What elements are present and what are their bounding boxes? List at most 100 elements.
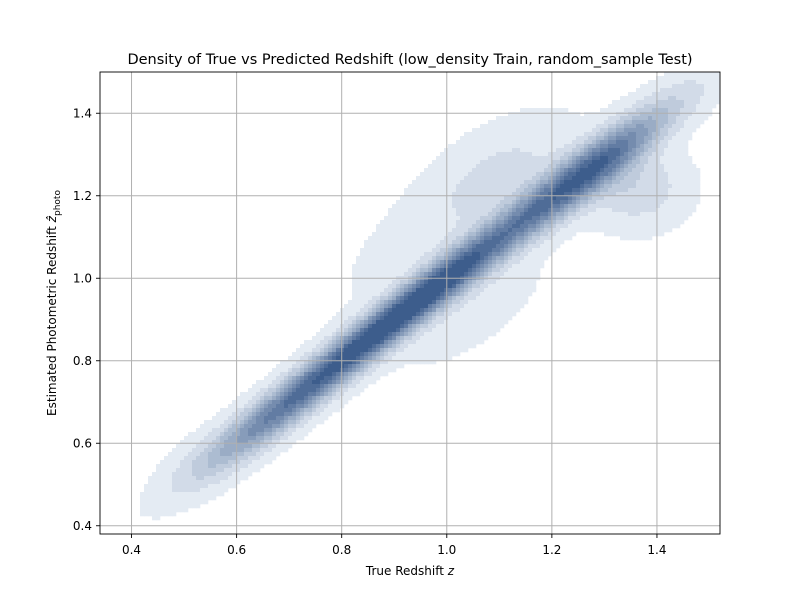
density-cell	[408, 336, 413, 341]
density-cell	[208, 484, 213, 489]
density-cell	[464, 324, 469, 329]
density-cell	[308, 388, 313, 393]
density-cell	[640, 100, 645, 105]
density-cell	[528, 184, 533, 189]
density-cell	[212, 444, 217, 449]
density-cell	[604, 188, 609, 193]
density-cell	[436, 224, 441, 229]
density-cell	[476, 196, 481, 201]
density-cell	[492, 228, 497, 233]
density-cell	[392, 264, 397, 269]
density-cell	[512, 216, 517, 221]
density-cell	[440, 156, 445, 161]
density-cell	[404, 304, 409, 309]
density-cell	[472, 220, 477, 225]
density-cell	[468, 272, 473, 277]
density-cell	[520, 272, 525, 277]
density-cell	[324, 404, 329, 409]
density-cell	[316, 332, 321, 337]
density-cell	[632, 148, 637, 153]
density-cell	[352, 308, 357, 313]
density-cell	[336, 408, 341, 413]
density-cell	[656, 216, 661, 221]
density-cell	[252, 468, 257, 473]
density-cell	[488, 240, 493, 245]
density-cell	[180, 452, 185, 457]
density-cell	[348, 300, 353, 305]
density-cell	[532, 116, 537, 121]
density-cell	[204, 492, 209, 497]
density-cell	[408, 332, 413, 337]
density-cell	[392, 284, 397, 289]
density-cell	[468, 160, 473, 165]
density-cell	[216, 432, 221, 437]
density-cell	[544, 140, 549, 145]
density-cell	[448, 232, 453, 237]
density-cell	[480, 236, 485, 241]
density-cell	[440, 196, 445, 201]
density-cell	[476, 228, 481, 233]
density-cell	[280, 388, 285, 393]
density-cell	[456, 252, 461, 257]
density-cell	[396, 224, 401, 229]
density-cell	[520, 144, 525, 149]
density-cell	[636, 100, 641, 105]
density-cell	[604, 112, 609, 117]
density-cell	[396, 260, 401, 265]
density-cell	[300, 388, 305, 393]
density-cell	[304, 420, 309, 425]
density-cell	[556, 152, 561, 157]
density-cell	[636, 236, 641, 241]
density-cell	[540, 188, 545, 193]
density-cell	[612, 208, 617, 213]
density-cell	[424, 316, 429, 321]
density-cell	[500, 300, 505, 305]
density-cell	[496, 248, 501, 253]
density-cell	[508, 192, 513, 197]
density-cell	[424, 216, 429, 221]
density-cell	[536, 232, 541, 237]
density-cell	[672, 192, 677, 197]
density-cell	[392, 272, 397, 277]
density-cell	[388, 364, 393, 369]
density-cell	[176, 492, 181, 497]
density-cell	[684, 172, 689, 177]
density-cell	[444, 284, 449, 289]
density-cell	[448, 348, 453, 353]
density-cell	[644, 192, 649, 197]
density-cell	[608, 144, 613, 149]
density-cell	[488, 288, 493, 293]
density-cell	[412, 324, 417, 329]
density-cell	[436, 192, 441, 197]
density-cell	[464, 244, 469, 249]
density-cell	[220, 436, 225, 441]
density-cell	[520, 240, 525, 245]
density-cell	[364, 316, 369, 321]
density-cell	[208, 456, 213, 461]
density-cell	[532, 172, 537, 177]
density-cell	[600, 216, 605, 221]
density-cell	[372, 376, 377, 381]
density-cell	[324, 416, 329, 421]
density-cell	[580, 164, 585, 169]
density-cell	[428, 208, 433, 213]
density-cell	[608, 120, 613, 125]
density-cell	[396, 256, 401, 261]
density-cell	[632, 208, 637, 213]
density-cell	[400, 220, 405, 225]
density-cell	[352, 296, 357, 301]
density-cell	[432, 296, 437, 301]
density-cell	[460, 196, 465, 201]
density-cell	[624, 200, 629, 205]
density-cell	[448, 172, 453, 177]
density-cell	[368, 360, 373, 365]
density-cell	[496, 180, 501, 185]
density-cell	[588, 148, 593, 153]
density-cell	[228, 444, 233, 449]
density-cell	[492, 288, 497, 293]
density-cell	[644, 228, 649, 233]
density-cell	[500, 324, 505, 329]
density-cell	[468, 300, 473, 305]
density-cell	[644, 152, 649, 157]
density-cell	[184, 484, 189, 489]
